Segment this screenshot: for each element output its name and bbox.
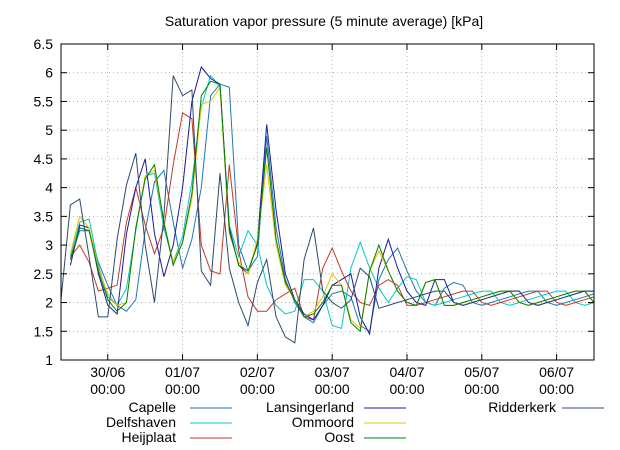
y-tick-label: 1.5 [34, 323, 54, 339]
x-tick-label: 06/07 [539, 364, 574, 380]
series-lines [60, 65, 595, 344]
x-tick-label: 00:00 [389, 381, 424, 397]
legend-label-lansingerland: Lansingerland [266, 399, 354, 415]
x-tick-label: 02/07 [240, 364, 275, 380]
x-tick-label: 00:00 [165, 381, 200, 397]
x-tick-label: 30/06 [90, 364, 125, 380]
series-line-delfshaven [69, 74, 595, 330]
legend-label-delfshaven: Delfshaven [106, 414, 176, 430]
x-tick-label: 00:00 [539, 381, 574, 397]
y-tick-label: 6.5 [34, 36, 54, 52]
y-tick-label: 4 [45, 180, 53, 196]
chart-title: Saturation vapor pressure (5 minute aver… [165, 13, 483, 29]
y-tick-label: 6 [45, 65, 53, 81]
y-tick-label: 3.5 [34, 208, 54, 224]
x-tick-label: 00:00 [90, 381, 125, 397]
x-tick-label: 04/07 [389, 364, 424, 380]
series-line-oost [69, 80, 595, 333]
x-tick-label: 01/07 [165, 364, 200, 380]
y-tick-label: 5 [45, 122, 53, 138]
y-tick-label: 1 [45, 352, 53, 368]
x-tick-label: 05/07 [464, 364, 499, 380]
legend-label-heijplaat: Heijplaat [122, 429, 177, 445]
x-tick-label: 00:00 [315, 381, 350, 397]
y-tick-label: 2.5 [34, 266, 54, 282]
y-axis-ticks: 1 1.5 2 2.5 3 3.5 4 4.5 5 5.5 6 6.5 [34, 36, 594, 368]
x-tick-label: 03/07 [315, 364, 350, 380]
x-tick-label: 00:00 [240, 381, 275, 397]
y-tick-label: 5.5 [34, 93, 54, 109]
legend-label-capelle: Capelle [129, 399, 177, 415]
series-line-capelle [69, 83, 595, 333]
legend-label-ommoord: Ommoord [292, 414, 354, 430]
x-tick-label: 00:00 [464, 381, 499, 397]
x-axis-ticks: 30/0600:0001/0700:0002/0700:0003/0700:00… [90, 44, 574, 397]
plot-frame [60, 43, 595, 361]
y-tick-label: 2 [45, 295, 53, 311]
grid [61, 44, 594, 360]
series-line-heijplaat [70, 112, 595, 321]
y-tick-label: 3 [45, 237, 53, 253]
legend-label-ridderkerk: Ridderkerk [488, 399, 557, 415]
legend: CapelleDelfshavenHeijplaatLansingerlandO… [106, 399, 604, 445]
y-tick-label: 4.5 [34, 151, 54, 167]
legend-label-oost: Oost [324, 429, 354, 445]
series-line-ridderkerk [60, 75, 594, 344]
